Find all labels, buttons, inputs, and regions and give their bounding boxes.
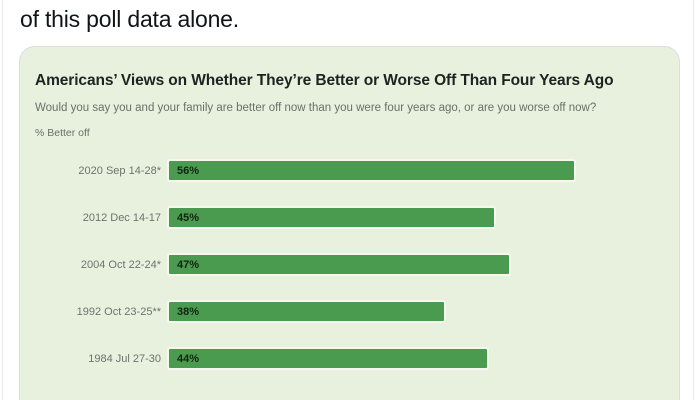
plot-area: 45%	[169, 208, 675, 227]
chart-title: Americans’ Views on Whether They’re Bett…	[35, 72, 614, 89]
bar-value-label: 44%	[177, 352, 200, 365]
bar-value-label: 38%	[177, 305, 200, 318]
category-label: 2020 Sep 14-28*	[78, 164, 161, 177]
category-label: 2012 Dec 14-17	[82, 211, 161, 224]
bar-chart: 2020 Sep 14-28* 56% 2012 Dec 14-17 45% 2004 …	[35, 147, 675, 382]
plot-area: 38%	[169, 302, 675, 321]
plot-area: 56%	[169, 161, 675, 180]
chart-row: 2004 Oct 22-24* 47%	[35, 241, 675, 288]
plot-area: 47%	[169, 255, 675, 274]
chart-card: Americans’ Views on Whether They’re Bett…	[19, 46, 680, 400]
bar-value-label: 45%	[177, 211, 200, 224]
chart-row: 2020 Sep 14-28* 56%	[35, 147, 675, 194]
bar-value-label: 47%	[177, 258, 200, 271]
category-label: 2004 Oct 22-24*	[80, 258, 161, 271]
chart-row: 2012 Dec 14-17 45%	[35, 194, 675, 241]
bar-1992: 38%	[169, 302, 444, 321]
category-label: 1992 Oct 23-25**	[76, 305, 161, 318]
bar-1984: 44%	[169, 349, 488, 368]
axis-unit-label: % Better off	[35, 127, 90, 139]
chart-row: 1992 Oct 23-25** 38%	[35, 288, 675, 335]
bar-2004: 47%	[169, 255, 509, 274]
bar-2020: 56%	[169, 161, 574, 180]
intro-text: of this poll data alone.	[20, 6, 239, 32]
bar-value-label: 56%	[177, 164, 200, 177]
plot-area: 44%	[169, 349, 675, 368]
chart-row: 1984 Jul 27-30 44%	[35, 335, 675, 382]
chart-subtitle: Would you say you and your family are be…	[35, 102, 597, 114]
bar-2012: 45%	[169, 208, 495, 227]
category-label: 1984 Jul 27-30	[88, 352, 161, 365]
